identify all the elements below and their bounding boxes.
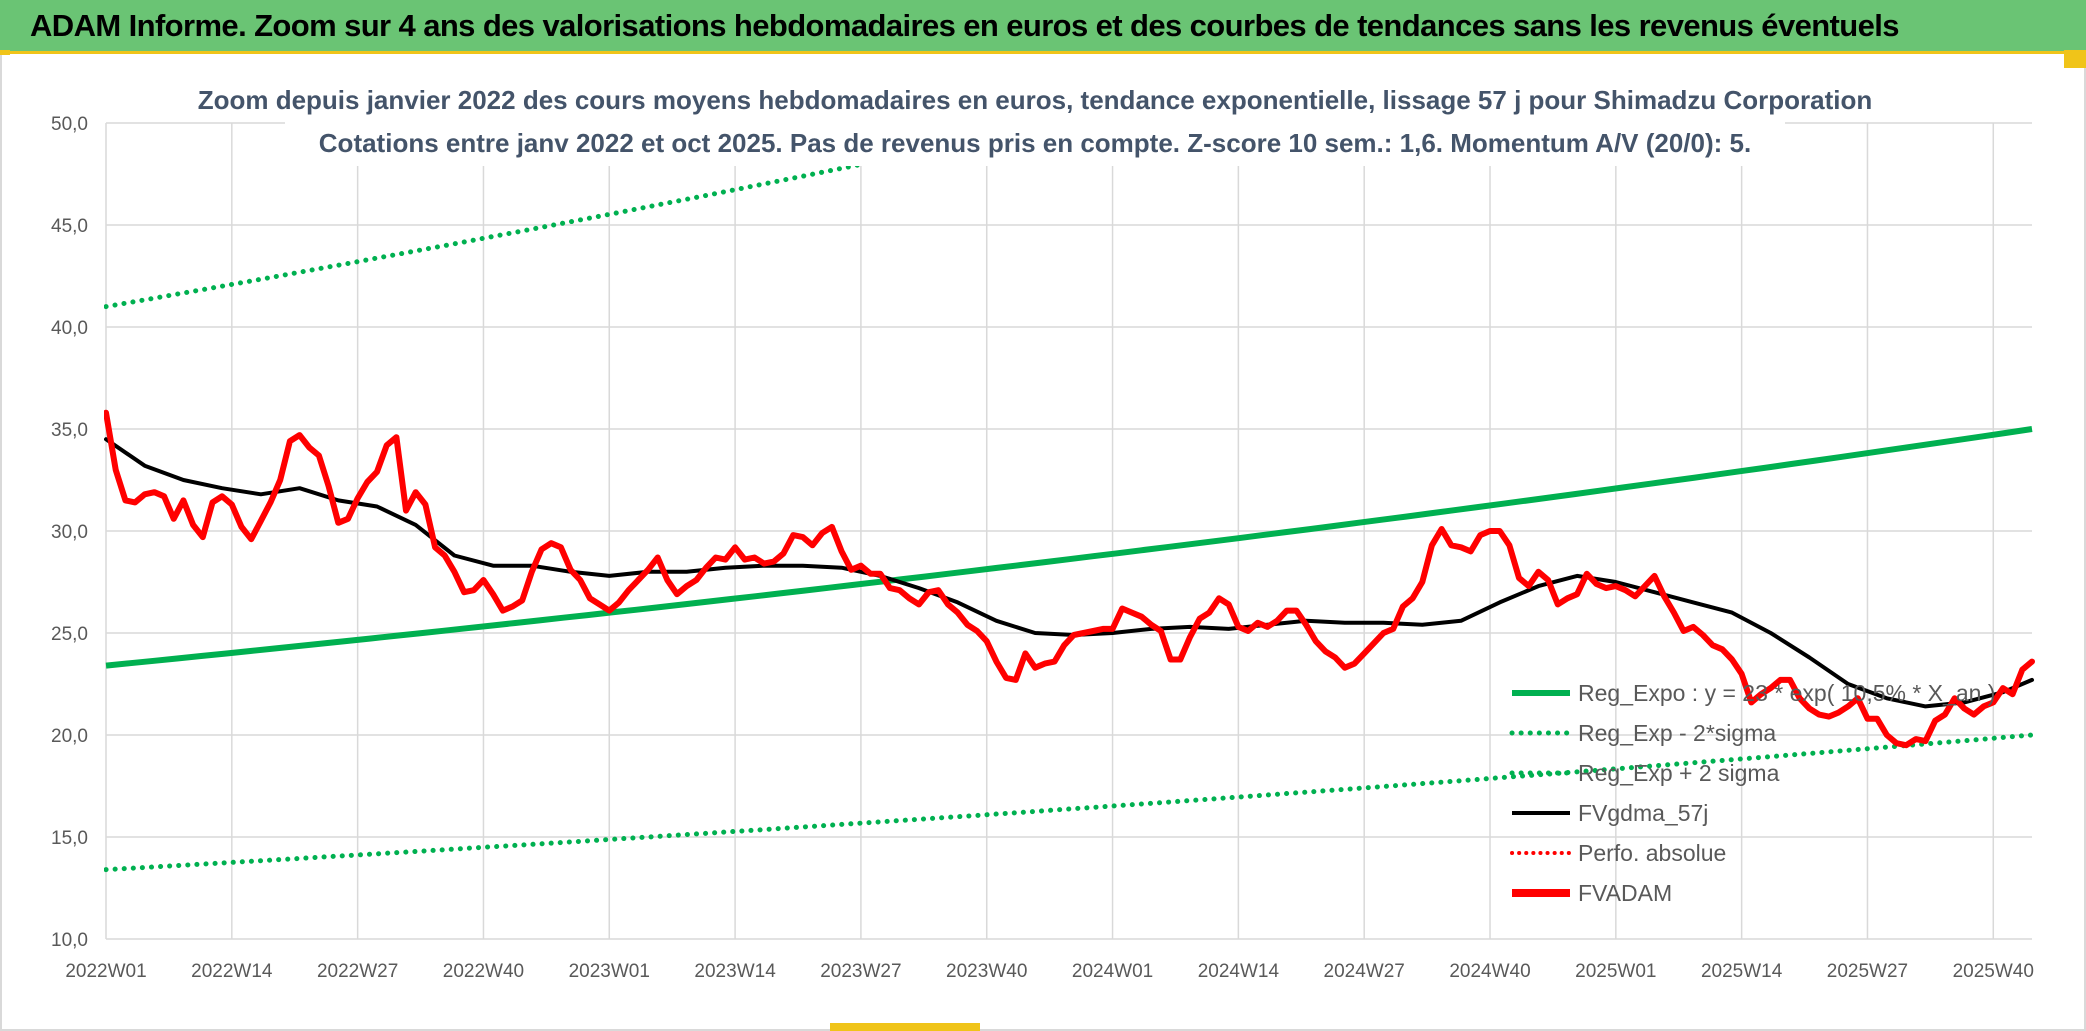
gridlines bbox=[105, 122, 2032, 940]
y-tick-label: 35,0 bbox=[51, 420, 88, 441]
legend-label: Reg_Expo : y = 23 * exp( 10,5% * X_an ) bbox=[1578, 680, 1995, 706]
y-tick-label: 30,0 bbox=[51, 522, 88, 543]
chart-title: Zoom depuis janvier 2022 des cours moyen… bbox=[198, 85, 1873, 115]
x-axis-ticks: 2022W01 2022W14 2022W27 2022W40 2023W01 2023W… bbox=[65, 961, 2034, 982]
chart-subtitle: Cotations entre janv 2022 et oct 2025. P… bbox=[319, 128, 1751, 158]
x-tick-label: 2024W01 bbox=[1072, 961, 1153, 982]
chart-legend: Reg_Expo : y = 23 * exp( 10,5% * X_an ) R… bbox=[1509, 680, 1995, 906]
y-tick-label: 20,0 bbox=[51, 726, 88, 747]
series-fvadam-line bbox=[104, 409, 2035, 749]
x-tick-label: 2023W40 bbox=[946, 961, 1027, 982]
report-header: ADAM Informe. Zoom sur 4 ans des valoris… bbox=[0, 0, 2086, 54]
y-tick-label: 45,0 bbox=[51, 216, 88, 237]
series-reg-expo-line bbox=[105, 426, 2033, 669]
x-tick-label: 2022W14 bbox=[191, 961, 273, 982]
x-tick-label: 2025W01 bbox=[1575, 961, 1656, 982]
x-tick-label: 2025W14 bbox=[1701, 961, 1783, 982]
report-title: ADAM Informe. Zoom sur 4 ans des valoris… bbox=[30, 8, 1900, 43]
legend-label: Reg_Exp + 2 sigma bbox=[1578, 760, 1780, 786]
legend-label: Perfo. absolue bbox=[1578, 840, 1726, 866]
series-fvgdma-57j-line bbox=[104, 437, 2034, 709]
header-accent-left bbox=[0, 50, 10, 55]
series-reg-minus-2sigma-line bbox=[104, 732, 2035, 873]
legend-label: FVgdma_57j bbox=[1578, 800, 1708, 826]
legend-label: FVADAM bbox=[1578, 880, 1672, 906]
x-tick-label: 2024W27 bbox=[1324, 961, 1405, 982]
x-tick-label: 2025W40 bbox=[1953, 961, 2034, 982]
legend-label: Reg_Exp - 2*sigma bbox=[1578, 720, 1776, 746]
x-tick-label: 2023W14 bbox=[694, 961, 776, 982]
x-tick-label: 2022W27 bbox=[317, 961, 398, 982]
footer-accent bbox=[830, 1023, 980, 1031]
x-tick-label: 2023W01 bbox=[569, 961, 650, 982]
x-tick-label: 2023W27 bbox=[820, 961, 901, 982]
y-axis-ticks: 10,0 15,0 20,0 25,0 30,0 35,0 40,0 45,0 50,0 bbox=[51, 114, 88, 951]
y-tick-label: 25,0 bbox=[51, 624, 88, 645]
x-tick-label: 2022W40 bbox=[443, 961, 524, 982]
y-tick-label: 50,0 bbox=[51, 114, 88, 135]
chart-title-backdrop bbox=[285, 82, 1785, 166]
x-tick-label: 2022W01 bbox=[65, 961, 146, 982]
y-tick-label: 40,0 bbox=[51, 318, 88, 339]
x-tick-label: 2025W27 bbox=[1827, 961, 1908, 982]
y-tick-label: 10,0 bbox=[51, 930, 88, 951]
y-tick-label: 15,0 bbox=[51, 828, 88, 849]
x-tick-label: 2024W14 bbox=[1198, 961, 1280, 982]
header-accent-right bbox=[2064, 50, 2086, 68]
x-tick-label: 2024W40 bbox=[1449, 961, 1530, 982]
